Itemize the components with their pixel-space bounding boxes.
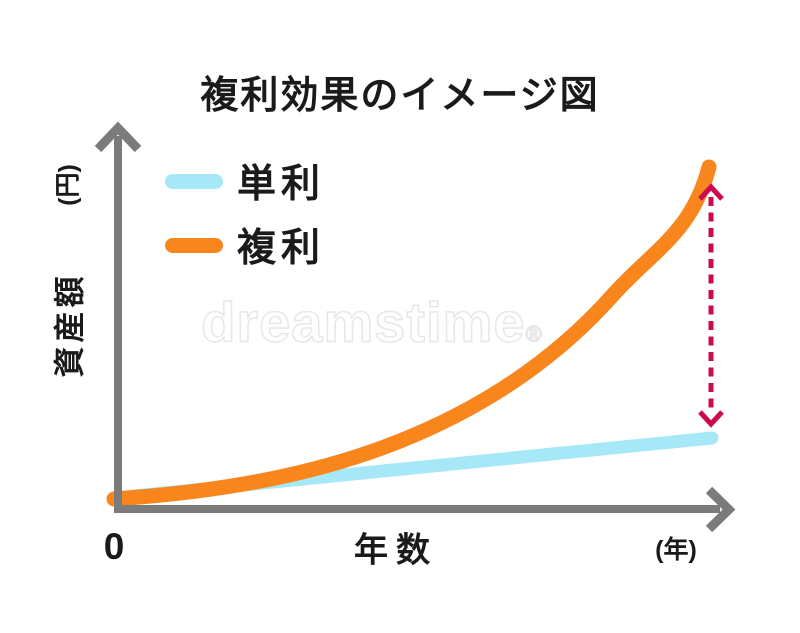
watermark-text: dreamstime	[200, 290, 526, 355]
y-axis-title: 資産額	[52, 272, 88, 378]
watermark: dreamstime®	[200, 290, 543, 355]
x-axis-arrowhead-icon	[705, 486, 736, 533]
legend-item-simple-interest: 単利	[165, 152, 325, 210]
simple-interest-swatch-shape	[165, 173, 223, 189]
chart-title: 複利効果のイメージ図	[200, 75, 600, 117]
legend: 単利 複利	[165, 152, 325, 274]
simple-interest-swatch	[165, 173, 223, 189]
legend-item-compound-interest: 複利	[165, 216, 325, 274]
compound-interest-swatch-shape	[165, 237, 223, 253]
compound-interest-swatch	[165, 237, 223, 253]
compound-interest-curve	[106, 159, 717, 507]
legend-label-simple-interest: 単利	[237, 163, 326, 206]
x-axis-unit-label: (年)	[655, 536, 697, 564]
y-axis-arrowhead-icon	[94, 121, 142, 153]
y-axis-unit-label: (円)	[54, 164, 82, 206]
legend-label-compound-interest: 複利	[237, 227, 326, 270]
gap-arrow-bottom-arrowhead-icon	[698, 410, 724, 428]
gap-arrow-top-arrowhead-icon	[698, 183, 724, 201]
origin-label: 0	[103, 526, 125, 567]
watermark-registered-icon: ®	[525, 321, 543, 348]
x-axis-title: 年数	[354, 531, 438, 570]
